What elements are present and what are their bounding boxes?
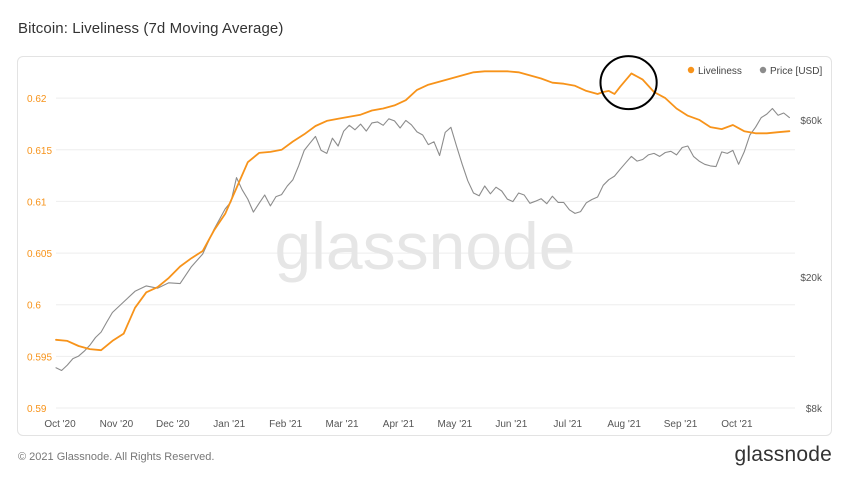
right-axis-tick-label: $20k bbox=[800, 273, 823, 284]
left-axis-tick-label: 0.59 bbox=[27, 404, 47, 415]
x-axis-tick-label: Nov '20 bbox=[100, 419, 134, 430]
price-series-line bbox=[55, 107, 790, 372]
legend: Liveliness Price [USD] bbox=[687, 66, 822, 77]
x-axis-tick-label: Oct '21 bbox=[721, 419, 753, 430]
legend-label: Price [USD] bbox=[770, 66, 822, 77]
series-lines bbox=[55, 70, 791, 372]
x-axis-tick-label: Dec '20 bbox=[156, 419, 190, 430]
annotation-ellipse bbox=[599, 55, 658, 111]
right-axis-labels: $8k $20k $60k bbox=[800, 116, 823, 415]
x-axis-tick-label: Oct '20 bbox=[44, 419, 76, 430]
x-axis-tick-label: Jul '21 bbox=[553, 419, 582, 430]
x-axis-tick-label: Jan '21 bbox=[213, 419, 245, 430]
right-axis-tick-label: $8k bbox=[806, 404, 823, 415]
right-axis-tick-label: $60k bbox=[800, 116, 823, 127]
x-axis-tick-label: Apr '21 bbox=[383, 419, 415, 430]
left-axis-tick-label: 0.595 bbox=[27, 352, 52, 363]
copyright-text: © 2021 Glassnode. All Rights Reserved. bbox=[18, 451, 215, 463]
x-axis-tick-label: Jun '21 bbox=[495, 419, 527, 430]
left-axis-tick-label: 0.615 bbox=[27, 146, 52, 157]
x-axis-tick-label: May '21 bbox=[438, 419, 473, 430]
x-axis-tick-label: Mar '21 bbox=[326, 419, 359, 430]
brand-logo-text: glassnode bbox=[734, 443, 832, 466]
x-axis-tick-label: Aug '21 bbox=[607, 419, 641, 430]
annotations bbox=[599, 55, 658, 111]
liveliness-series-line bbox=[55, 70, 791, 352]
legend-marker bbox=[687, 66, 695, 74]
left-axis-tick-label: 0.6 bbox=[27, 301, 41, 312]
left-axis-tick-label: 0.61 bbox=[27, 197, 47, 208]
left-axis-tick-label: 0.605 bbox=[27, 249, 52, 260]
left-axis-labels: 0.59 0.595 0.6 0.605 0.61 0.615 0.62 bbox=[27, 94, 52, 415]
legend-marker bbox=[759, 66, 767, 74]
x-axis-tick-label: Feb '21 bbox=[269, 419, 302, 430]
left-axis-tick-label: 0.62 bbox=[27, 94, 47, 105]
chart-frame bbox=[17, 56, 832, 436]
gridlines bbox=[56, 97, 795, 409]
x-axis-tick-label: Sep '21 bbox=[664, 419, 698, 430]
chart-title: Bitcoin: Liveliness (7d Moving Average) bbox=[18, 20, 284, 37]
legend-label: Liveliness bbox=[698, 66, 742, 77]
x-axis-labels: Oct '20 Nov '20 Dec '20 Jan '21 Feb '21 Mar '… bbox=[44, 419, 753, 430]
watermark-text: glassnode bbox=[275, 209, 576, 283]
